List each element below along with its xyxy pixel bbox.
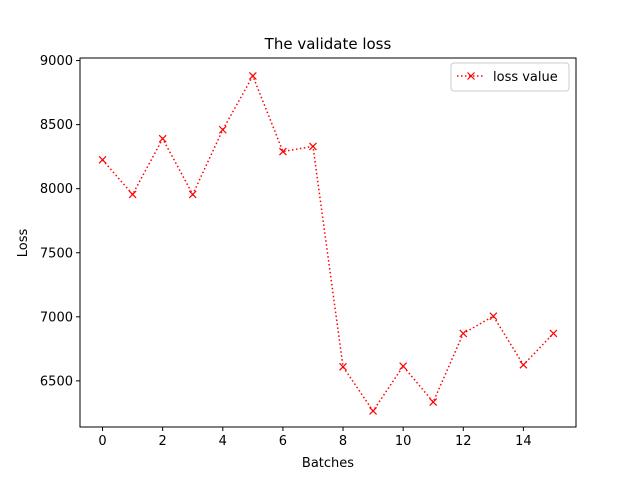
x-tick-label: 4 xyxy=(219,434,227,449)
x-tick-label: 12 xyxy=(455,434,472,449)
data-point xyxy=(218,125,227,134)
legend-box xyxy=(450,62,570,92)
data-point xyxy=(519,360,528,369)
x-tick-label: 10 xyxy=(395,434,412,449)
y-tick-label: 9000 xyxy=(40,54,73,69)
data-point xyxy=(188,190,197,199)
y-tick-label: 7500 xyxy=(40,246,73,261)
x-tick-label: 8 xyxy=(339,434,347,449)
data-point xyxy=(248,72,257,80)
y-tick-label: 8500 xyxy=(40,118,73,133)
data-point xyxy=(309,142,317,151)
x-tick-label: 6 xyxy=(279,434,287,449)
chart-title: The validate loss xyxy=(264,35,392,53)
legend-marker-x xyxy=(467,72,475,80)
data-point xyxy=(369,407,378,415)
x-axis-label: Batches xyxy=(302,456,354,471)
data-point xyxy=(429,398,438,406)
data-point xyxy=(459,329,468,338)
y-tick-label: 7000 xyxy=(40,310,73,325)
data-point xyxy=(158,134,167,143)
data-point xyxy=(98,155,107,164)
data-point xyxy=(339,362,347,371)
x-tick-label: 2 xyxy=(159,434,167,449)
y-axis: 6500 7000 7500 8000 8500 9000 xyxy=(40,54,80,389)
legend: loss value xyxy=(450,62,570,92)
x-axis: 0 2 4 6 8 10 12 14 xyxy=(98,427,532,449)
axes-frame xyxy=(79,57,577,428)
y-axis-label: Loss xyxy=(16,229,31,258)
y-tick-label: 6500 xyxy=(40,374,73,389)
data-point xyxy=(278,147,287,156)
series-line-loss-value xyxy=(101,74,554,413)
y-tick-label: 8000 xyxy=(40,182,73,197)
data-point xyxy=(128,190,137,199)
plot-area xyxy=(98,72,558,415)
legend-entry-loss-value: loss value xyxy=(493,70,558,85)
legend-marker-glyph xyxy=(467,72,475,80)
x-tick-label: 14 xyxy=(515,434,532,449)
data-point xyxy=(489,312,498,321)
x-tick-label: 0 xyxy=(98,434,106,449)
data-point xyxy=(399,362,408,371)
data-point xyxy=(549,329,558,338)
